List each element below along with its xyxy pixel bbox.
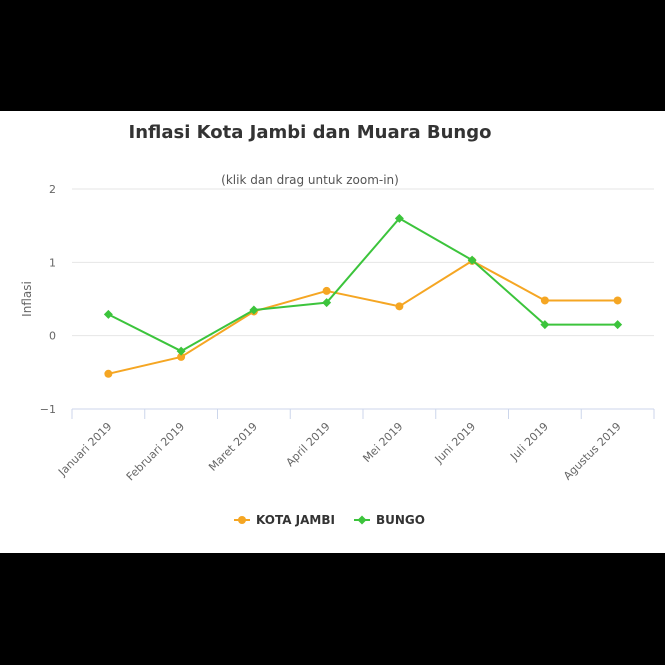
y-axis-ticks: −1 0 1 2 xyxy=(40,183,56,416)
line-chart[interactable]: Inflasi Kota Jambi dan Muara Bungo (klik… xyxy=(0,111,665,553)
x-tick-label: Agustus 2019 xyxy=(561,420,624,483)
legend-label: KOTA JAMBI xyxy=(256,513,335,527)
x-axis-ticks: Januari 2019 Februari 2019 Maret 2019 April… xyxy=(55,409,655,483)
y-tick-label: 0 xyxy=(49,330,56,343)
data-point[interactable] xyxy=(176,346,186,356)
series-kota-jambi[interactable] xyxy=(104,256,622,378)
x-tick-label: Februari 2019 xyxy=(124,420,187,483)
data-point[interactable] xyxy=(613,296,622,305)
y-axis-title: Inflasi xyxy=(20,281,34,317)
chart-subtitle: (klik dan drag untuk zoom-in) xyxy=(221,173,399,187)
x-tick-label: Juni 2019 xyxy=(432,420,478,466)
series-line[interactable] xyxy=(108,259,618,375)
chart-title: Inflasi Kota Jambi dan Muara Bungo xyxy=(129,122,492,143)
series-layer xyxy=(103,213,623,378)
data-point[interactable] xyxy=(249,305,259,315)
y-tick-label: 2 xyxy=(49,183,56,196)
data-point[interactable] xyxy=(322,298,332,308)
data-point[interactable] xyxy=(322,286,331,295)
y-tick-label: −1 xyxy=(40,403,56,416)
legend[interactable]: KOTA JAMBI BUNGO xyxy=(234,513,425,527)
chart-card: Inflasi Kota Jambi dan Muara Bungo (klik… xyxy=(0,111,665,553)
data-point[interactable] xyxy=(540,320,550,330)
x-tick-label: Januari 2019 xyxy=(55,420,114,479)
legend-item-bungo[interactable]: BUNGO xyxy=(354,513,425,527)
data-point[interactable] xyxy=(467,255,477,265)
data-point[interactable] xyxy=(103,309,113,319)
legend-marker xyxy=(357,515,367,525)
x-tick-label: April 2019 xyxy=(284,420,333,469)
x-tick-label: Juli 2019 xyxy=(507,420,551,464)
data-point[interactable] xyxy=(540,296,549,305)
data-point[interactable] xyxy=(104,369,113,378)
data-point[interactable] xyxy=(177,352,186,361)
series-line[interactable] xyxy=(107,217,618,353)
x-tick-label: Maret 2019 xyxy=(206,420,260,474)
legend-item-kota-jambi[interactable]: KOTA JAMBI xyxy=(234,513,335,527)
data-point[interactable] xyxy=(394,213,404,223)
data-point[interactable] xyxy=(395,302,404,311)
series-bungo[interactable] xyxy=(103,213,623,356)
y-tick-label: 1 xyxy=(49,256,56,269)
x-tick-label: Mei 2019 xyxy=(360,420,405,465)
legend-label: BUNGO xyxy=(376,513,425,527)
legend-marker xyxy=(238,516,246,524)
data-point[interactable] xyxy=(613,320,623,330)
